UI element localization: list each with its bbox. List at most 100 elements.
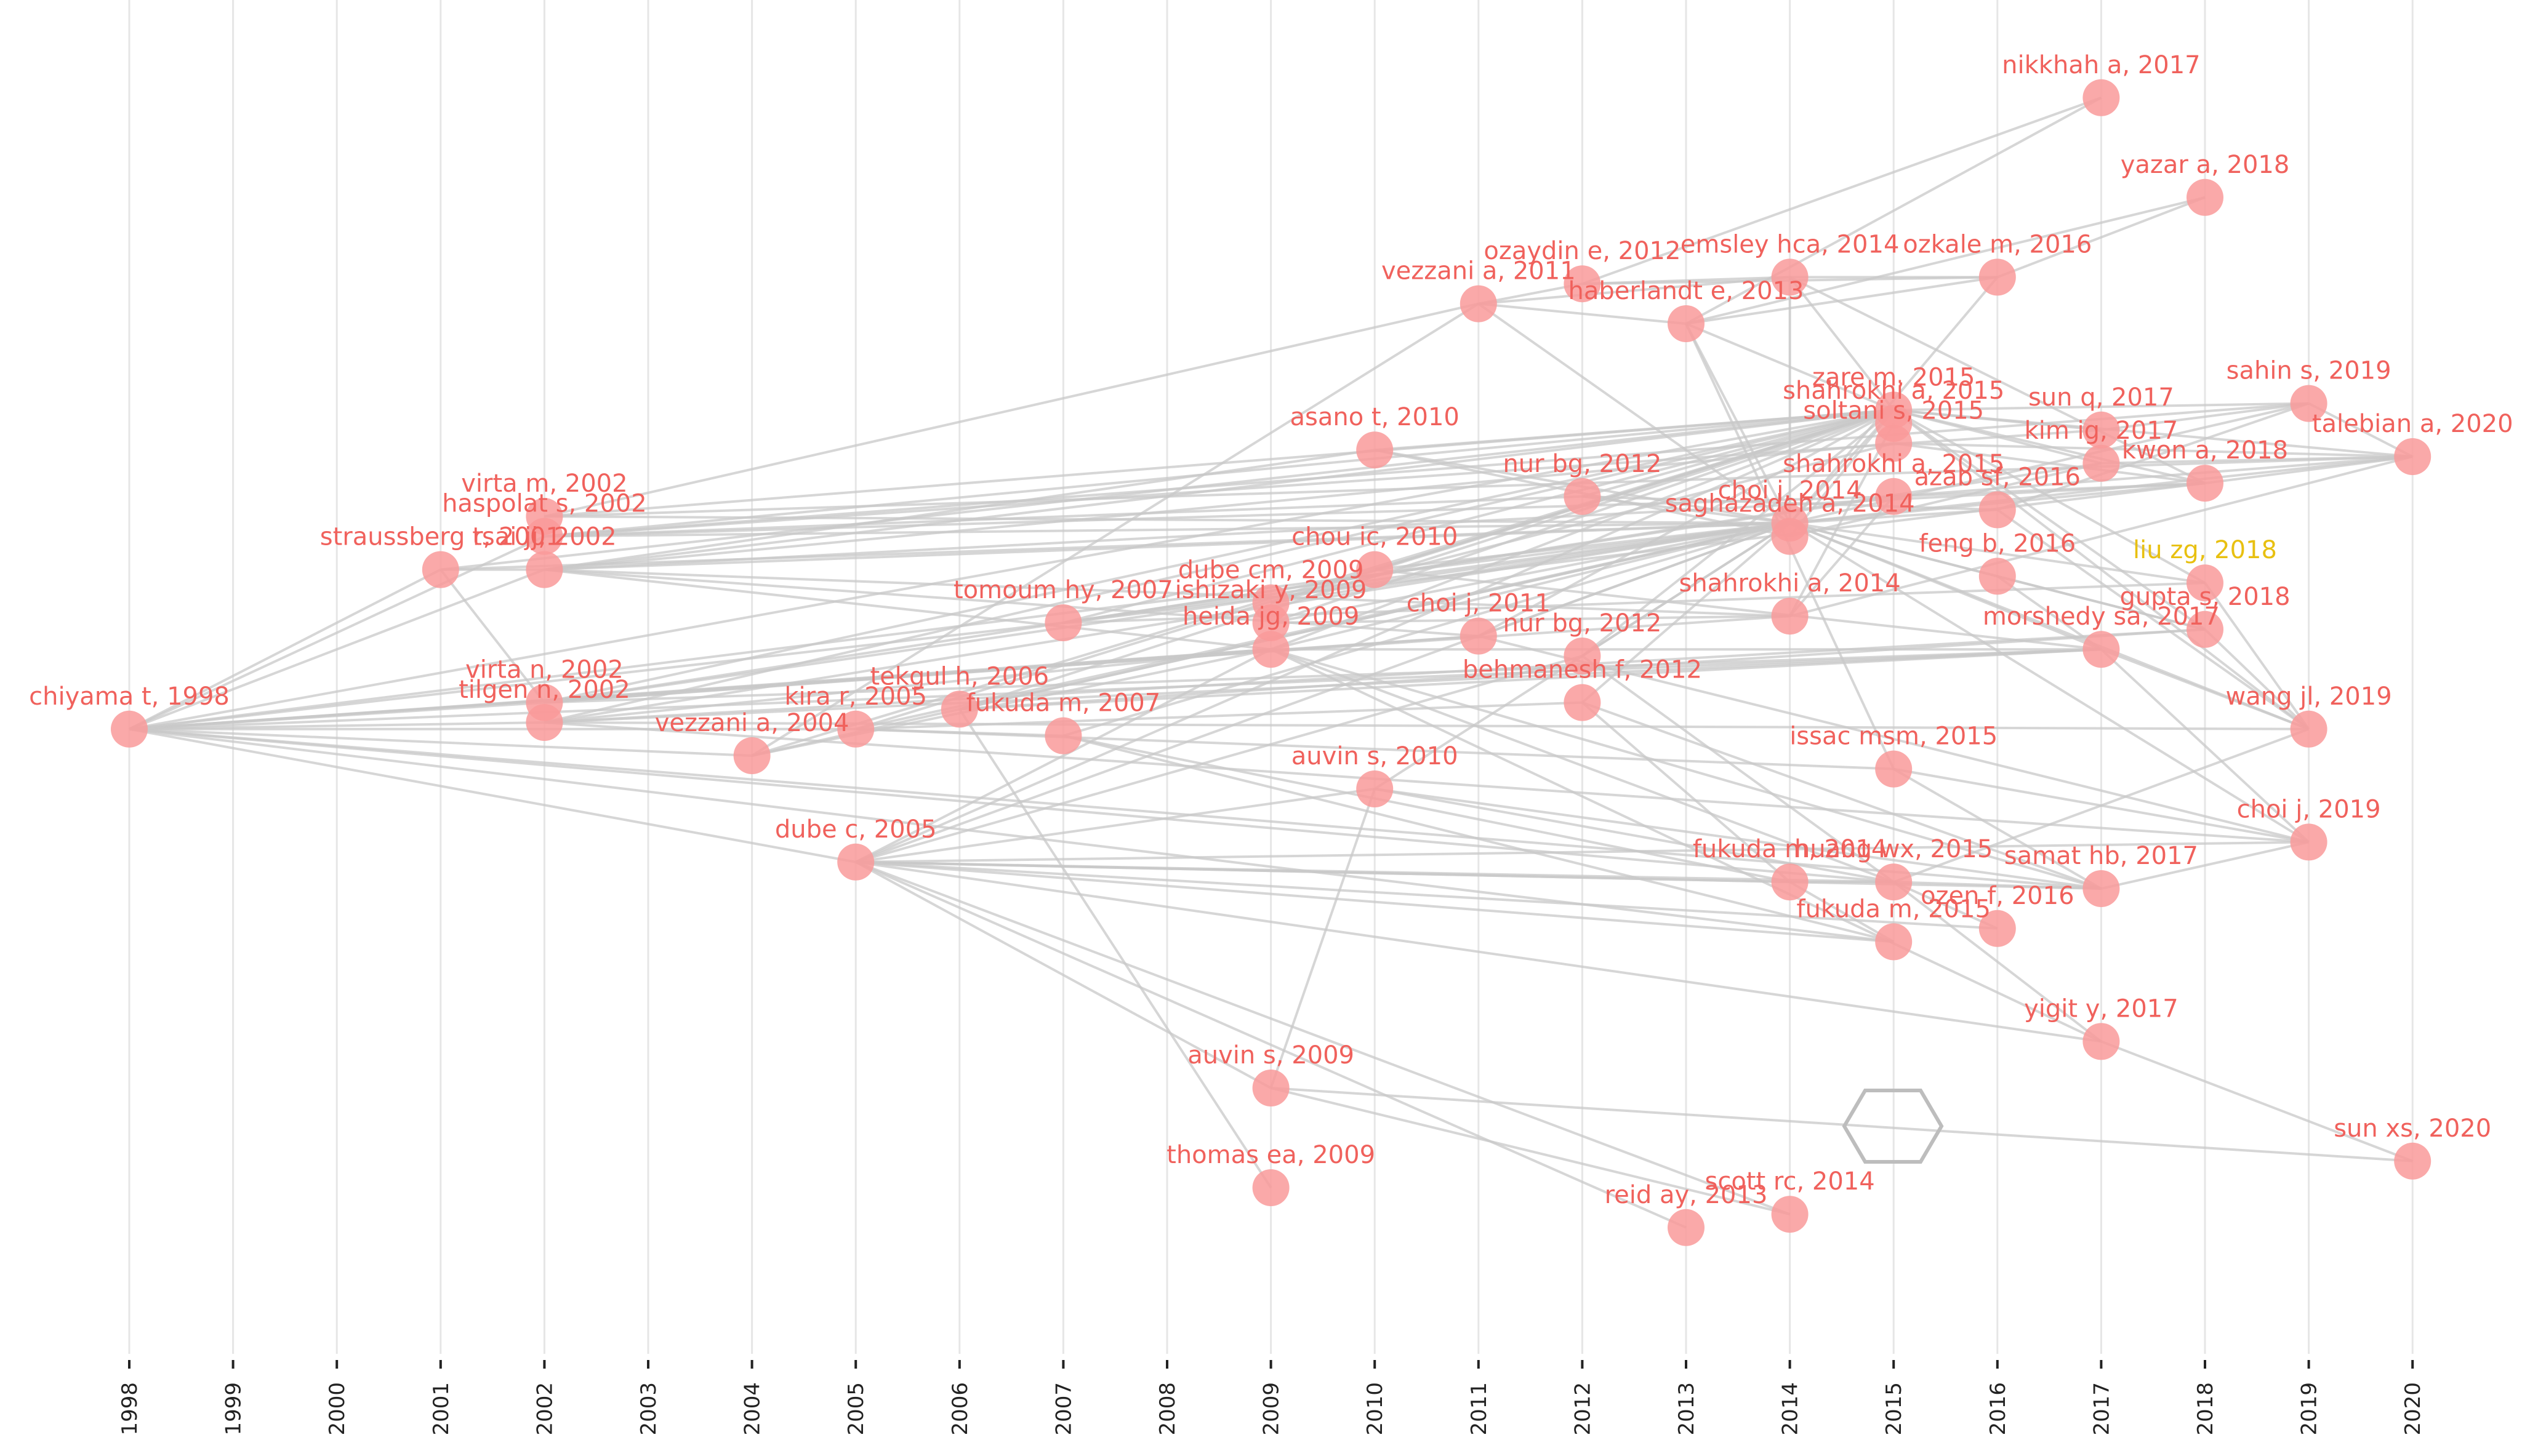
edge-haspolat-nur_2012a bbox=[544, 495, 1583, 538]
edge-tilgen-zare bbox=[544, 409, 1894, 724]
node-yazar[interactable] bbox=[2187, 178, 2223, 216]
node-auvin_2009[interactable] bbox=[1252, 1070, 1290, 1106]
node-nur_2012b[interactable] bbox=[1564, 638, 1601, 674]
node-label-shahrokhi_2015b: shahrokhi a, 2015 bbox=[1783, 450, 2004, 478]
node-sun_q[interactable] bbox=[2082, 411, 2120, 449]
node-samat[interactable] bbox=[2082, 870, 2120, 907]
node-label-ozkale: ozkale m, 2016 bbox=[1903, 230, 2092, 258]
edge-behmanesh-choi_2014 bbox=[1581, 522, 1791, 704]
node-chiyama[interactable] bbox=[111, 710, 148, 748]
edge-auvin_2009-sun_xs bbox=[1271, 1087, 2413, 1162]
edge-zare-liu bbox=[1893, 409, 2206, 584]
node-label-virta_m: virta m, 2002 bbox=[461, 470, 627, 498]
node-sahin[interactable] bbox=[2290, 385, 2327, 422]
node-label-shahrokhi_2015a: shahrokhi a, 2015 bbox=[1783, 377, 2004, 405]
node-label-huang: huang wx, 2015 bbox=[1794, 835, 1993, 863]
node-ozen[interactable] bbox=[1978, 910, 2016, 947]
node-kira[interactable] bbox=[837, 710, 875, 748]
node-gupta[interactable] bbox=[2187, 610, 2223, 648]
node-shahrokhi_2015b[interactable] bbox=[1875, 478, 1913, 515]
edge-azab-sahin bbox=[1997, 402, 2310, 511]
node-label-chou: chou ic, 2010 bbox=[1291, 523, 1458, 551]
year-tick-label: 2003 bbox=[636, 1382, 661, 1436]
edge-tilgen-heida bbox=[544, 648, 1271, 724]
node-emsley[interactable] bbox=[1771, 258, 1809, 296]
node-nur_2012a[interactable] bbox=[1564, 478, 1601, 515]
node-choi_2019[interactable] bbox=[2290, 823, 2327, 861]
edge-sahin-talebian bbox=[2308, 402, 2414, 458]
edge-shahrokhi_2014-shahrokhi_2015b bbox=[1789, 495, 1895, 617]
year-tick-label: 2008 bbox=[1155, 1382, 1180, 1436]
node-tomoum[interactable] bbox=[1045, 604, 1082, 641]
node-reid[interactable] bbox=[1668, 1209, 1705, 1246]
node-thomas[interactable] bbox=[1252, 1169, 1290, 1206]
edge-choi_2014-morshedy bbox=[1789, 522, 2102, 651]
node-shahrokhi_2014[interactable] bbox=[1771, 598, 1809, 635]
edge-nur_2012b-zare bbox=[1581, 409, 1895, 657]
node-chou[interactable] bbox=[1356, 551, 1394, 588]
edge-tekgul-thomas bbox=[958, 708, 1272, 1189]
node-nikkhah[interactable] bbox=[2082, 79, 2120, 116]
year-tick-label: 2018 bbox=[2193, 1382, 2218, 1436]
node-heida[interactable] bbox=[1252, 631, 1290, 668]
node-azab[interactable] bbox=[1978, 491, 2016, 529]
node-choi_2011[interactable] bbox=[1460, 617, 1497, 655]
edge-shahrokhi_2015b-talebian bbox=[1893, 455, 2413, 498]
node-auvin_2010[interactable] bbox=[1356, 770, 1394, 807]
year-tick-label: 1998 bbox=[118, 1382, 142, 1436]
year-tick-label: 2020 bbox=[2401, 1382, 2425, 1436]
node-liu[interactable] bbox=[2187, 564, 2223, 602]
year-tick-label: 2015 bbox=[1882, 1382, 1906, 1436]
node-label-fukuda_2014: fukuda m, 2014 bbox=[1693, 835, 1887, 863]
node-straussberg[interactable] bbox=[422, 551, 459, 588]
node-fukuda_2014[interactable] bbox=[1771, 863, 1809, 901]
node-scott[interactable] bbox=[1771, 1196, 1809, 1233]
edge-kim-talebian bbox=[2101, 455, 2413, 465]
node-huang[interactable] bbox=[1875, 863, 1913, 901]
node-label-dube_2005: dube c, 2005 bbox=[775, 815, 937, 844]
node-wang[interactable] bbox=[2290, 710, 2327, 748]
node-dube_2005[interactable] bbox=[837, 843, 875, 881]
node-haberlandt[interactable] bbox=[1668, 305, 1705, 342]
node-asano[interactable] bbox=[1356, 431, 1394, 469]
edge-fukuda_2007-fukuda_2015 bbox=[1062, 734, 1894, 943]
node-choi_2014[interactable] bbox=[1771, 505, 1809, 542]
hexagon-logo-icon bbox=[1842, 1089, 1944, 1164]
edge-chiyama-dube_2005 bbox=[129, 727, 856, 863]
node-vezzani_2004[interactable] bbox=[733, 737, 771, 774]
node-issac[interactable] bbox=[1875, 750, 1913, 788]
node-kim[interactable] bbox=[2082, 444, 2120, 482]
edge-dube_2005-scott bbox=[855, 860, 1791, 1216]
year-axis: 1998 1999 2000 2001 2002 2003 2004 2005 2006 2007… bbox=[118, 1360, 2425, 1436]
edge-dube_2005-heida bbox=[855, 648, 1272, 863]
node-label-tomoum: tomoum hy, 2007 bbox=[954, 576, 1173, 604]
node-ozaydin[interactable] bbox=[1564, 265, 1601, 303]
node-tilgen[interactable] bbox=[526, 704, 563, 741]
node-ishizaki[interactable] bbox=[1252, 604, 1290, 641]
edge-tekgul-zare bbox=[959, 409, 1894, 711]
edge-huang-samat bbox=[1893, 881, 2102, 890]
node-haspolat[interactable] bbox=[526, 518, 563, 555]
node-ozkale[interactable] bbox=[1978, 258, 2016, 296]
node-morshedy[interactable] bbox=[2082, 631, 2120, 668]
node-behmanesh[interactable] bbox=[1564, 684, 1601, 721]
year-tick-label: 2012 bbox=[1570, 1382, 1595, 1436]
node-soltani[interactable] bbox=[1875, 425, 1913, 462]
year-tick-label: 2002 bbox=[532, 1382, 557, 1436]
edge-asano-zare bbox=[1375, 409, 1894, 452]
node-vezzani_2011[interactable] bbox=[1460, 285, 1497, 322]
node-yigit[interactable] bbox=[2082, 1023, 2120, 1060]
node-sun_xs[interactable] bbox=[2394, 1142, 2432, 1180]
edge-vezzani_2011-choi_2014 bbox=[1477, 302, 1791, 524]
node-fukuda_2015[interactable] bbox=[1875, 923, 1913, 961]
node-label-nikkhah: nikkhah a, 2017 bbox=[2002, 51, 2200, 79]
node-tsai[interactable] bbox=[526, 551, 563, 588]
edge-soltani-talebian bbox=[1893, 442, 2413, 458]
node-kwon[interactable] bbox=[2187, 465, 2223, 502]
edge-haberlandt-ozkale bbox=[1685, 276, 1998, 325]
node-talebian[interactable] bbox=[2394, 438, 2432, 475]
node-tekgul[interactable] bbox=[941, 690, 978, 728]
node-fukuda_2007[interactable] bbox=[1045, 717, 1082, 754]
node-label-chiyama: chiyama t, 1998 bbox=[29, 682, 230, 711]
node-feng[interactable] bbox=[1978, 558, 2016, 595]
